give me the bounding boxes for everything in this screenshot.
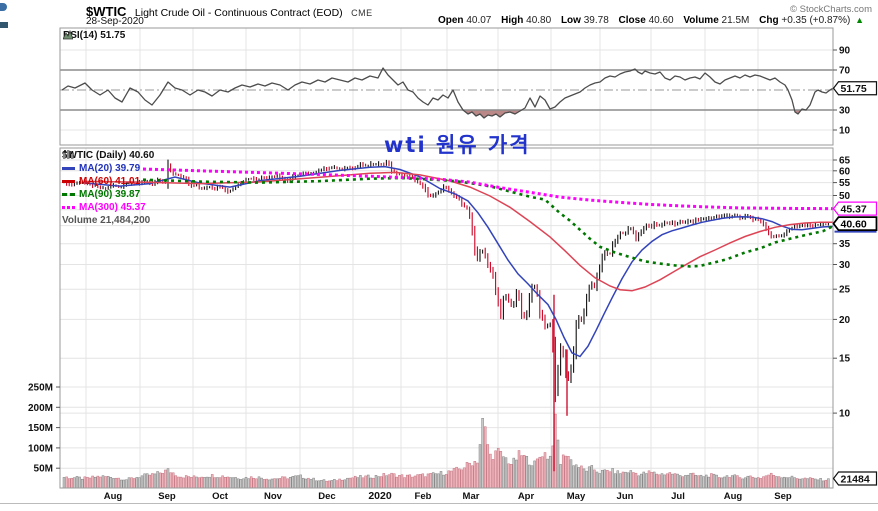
ma300-marker bbox=[62, 206, 75, 209]
svg-text:60: 60 bbox=[839, 166, 851, 177]
main-legend: $WTIC (Daily) 40.60 MA(20) 39.79 MA(60) … bbox=[62, 149, 154, 227]
svg-text:Aug: Aug bbox=[724, 491, 743, 502]
svg-text:150M: 150M bbox=[28, 423, 53, 434]
grid-lines bbox=[60, 28, 833, 488]
svg-text:Aug: Aug bbox=[104, 491, 123, 502]
low-value: 39.78 bbox=[583, 15, 609, 26]
svg-text:51.75: 51.75 bbox=[841, 83, 867, 95]
up-triangle-icon: ▲ bbox=[855, 15, 864, 25]
svg-text:100M: 100M bbox=[28, 443, 53, 454]
close-label: Close bbox=[618, 15, 646, 26]
svg-text:40.60: 40.60 bbox=[841, 218, 867, 230]
close-value: 40.60 bbox=[648, 15, 674, 26]
svg-text:21484: 21484 bbox=[841, 473, 870, 485]
svg-text:50: 50 bbox=[839, 191, 851, 202]
indicator-icon bbox=[63, 30, 73, 40]
svg-text:Apr: Apr bbox=[518, 491, 535, 502]
clipped-browser-icon bbox=[0, 3, 7, 11]
low-label: Low bbox=[560, 15, 581, 26]
chg-value: +0.35 (+0.87%) bbox=[781, 15, 851, 26]
volume-bars-icon bbox=[63, 150, 74, 159]
svg-text:90: 90 bbox=[839, 46, 851, 57]
chart-title: Light Crude Oil - Continuous Contract (E… bbox=[134, 7, 343, 19]
volume-value: 21.5M bbox=[721, 15, 750, 26]
svg-text:250M: 250M bbox=[28, 383, 53, 394]
chg-label: Chg bbox=[759, 15, 779, 26]
ma60-marker bbox=[62, 180, 75, 183]
moving-averages bbox=[85, 165, 833, 358]
svg-text:Jul: Jul bbox=[671, 491, 685, 502]
legend-ma60: MA(60) 41.01 bbox=[79, 176, 141, 187]
svg-text:35: 35 bbox=[839, 239, 851, 250]
svg-text:70: 70 bbox=[839, 66, 851, 77]
svg-text:20: 20 bbox=[839, 315, 851, 326]
clipped-browser-icon bbox=[0, 22, 8, 28]
svg-text:30: 30 bbox=[839, 260, 851, 271]
ma90-marker bbox=[62, 193, 75, 196]
svg-text:Mar: Mar bbox=[463, 491, 480, 502]
chart-date: 28-Sep-2020 bbox=[86, 16, 144, 27]
ma20-marker bbox=[62, 167, 75, 170]
svg-text:10: 10 bbox=[839, 409, 851, 420]
svg-text:10: 10 bbox=[839, 126, 851, 137]
price-bars bbox=[63, 159, 829, 403]
legend-ma300: MA(300) 45.37 bbox=[79, 202, 146, 213]
svg-text:Jun: Jun bbox=[617, 491, 634, 502]
axis-value-boxes: 51.75 45.37 40.60 21484 bbox=[832, 81, 878, 486]
svg-text:Dec: Dec bbox=[318, 491, 335, 502]
svg-text:25: 25 bbox=[839, 285, 851, 296]
svg-text:May: May bbox=[567, 491, 586, 502]
svg-text:Oct: Oct bbox=[212, 491, 229, 502]
stockcharts-copyright-link[interactable]: © StockCharts.com bbox=[790, 4, 872, 15]
rsi-legend-label: RSI(14) 51.75 bbox=[63, 30, 126, 41]
svg-text:50M: 50M bbox=[34, 464, 53, 475]
svg-text:45.37: 45.37 bbox=[841, 203, 867, 215]
svg-text:Nov: Nov bbox=[264, 491, 283, 502]
open-label: Open bbox=[437, 15, 464, 26]
svg-text:Feb: Feb bbox=[415, 491, 432, 502]
svg-text:Sep: Sep bbox=[774, 491, 792, 502]
svg-text:Sep: Sep bbox=[158, 491, 176, 502]
volume-bars bbox=[62, 413, 830, 488]
symbol-label: $WTIC bbox=[86, 4, 127, 19]
svg-text:30: 30 bbox=[839, 106, 851, 117]
legend-ma20: MA(20) 39.79 bbox=[79, 163, 141, 174]
high-value: 40.80 bbox=[526, 15, 552, 26]
handwritten-annotation: wti 원유 가격 bbox=[384, 133, 531, 157]
ma20-line bbox=[85, 165, 833, 358]
chart-header: $WTIC Light Crude Oil - Continuous Contr… bbox=[86, 3, 373, 21]
svg-text:15: 15 bbox=[839, 354, 851, 365]
legend-ma90: MA(90) 39.87 bbox=[79, 189, 141, 200]
open-value: 40.07 bbox=[466, 15, 492, 26]
panel-borders bbox=[0, 27, 878, 504]
svg-text:200M: 200M bbox=[28, 403, 53, 414]
rsi-legend: RSI(14) 51.75 bbox=[63, 30, 125, 41]
crash-wicks bbox=[553, 294, 568, 472]
svg-text:55: 55 bbox=[839, 178, 851, 189]
svg-text:65: 65 bbox=[839, 156, 851, 167]
svg-text:2020: 2020 bbox=[368, 490, 392, 502]
ma60-line bbox=[85, 171, 833, 292]
volume-label: Volume bbox=[683, 15, 719, 26]
ma90-line bbox=[142, 176, 833, 268]
legend-symbol: $WTIC (Daily) 40.60 bbox=[62, 150, 155, 161]
exchange-label: CME bbox=[351, 8, 373, 18]
high-label: High bbox=[501, 15, 524, 26]
ohlc-quote-strip: Open 40.07 High 40.80 Low 39.78 Close 40… bbox=[431, 15, 864, 26]
rsi-panel bbox=[60, 67, 833, 119]
legend-volume: Volume 21,484,200 bbox=[62, 215, 151, 226]
